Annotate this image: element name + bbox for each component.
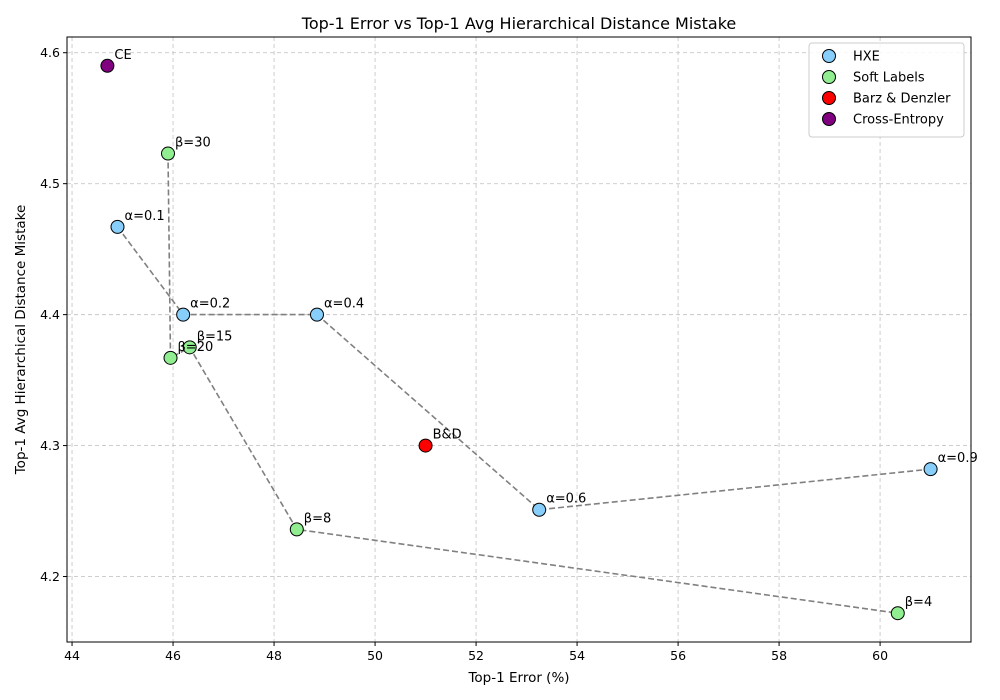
y-tick-label: 4.4	[40, 307, 60, 322]
data-point	[176, 307, 191, 322]
plot-frame	[66, 36, 972, 643]
data-point	[890, 606, 905, 621]
point-label: B&D	[433, 428, 462, 443]
y-tick-label: 4.3	[40, 438, 60, 453]
data-point	[163, 350, 178, 365]
data-point	[289, 522, 304, 537]
legend-box	[808, 42, 965, 138]
y-axis-label: Top-1 Avg Hierarchical Distance Mistake	[13, 205, 29, 476]
point-label: α=0.2	[190, 297, 230, 312]
series-line	[116, 226, 931, 511]
x-tick-label: 44	[64, 648, 80, 663]
data-point	[110, 219, 125, 234]
data-point	[100, 58, 115, 73]
data-points	[100, 58, 938, 621]
point-label: β=30	[175, 136, 211, 151]
point-label: α=0.9	[938, 451, 978, 466]
x-tick-label: 50	[367, 648, 383, 663]
legend-label: HXE	[853, 50, 880, 65]
point-label: β=8	[304, 511, 331, 526]
legend-label: Barz & Denzler	[853, 92, 951, 107]
legend-label: Soft Labels	[853, 71, 925, 86]
point-label: α=0.1	[125, 209, 165, 224]
point-label: β=20	[178, 340, 214, 355]
legend-label: Cross-Entropy	[853, 113, 944, 128]
point-label: CE	[114, 48, 131, 63]
legend: HXE Soft Labels Barz & Denzler Cross-Entrop…	[808, 42, 965, 138]
point-labels: α=0.1 α=0.2 α=0.4 α=0.6 α=0.9 β=30 β=20β=15 β=8…	[114, 48, 977, 610]
point-label: β=15	[197, 329, 233, 344]
data-point	[923, 462, 938, 477]
point-label: α=0.6	[546, 492, 586, 507]
legend-marker	[822, 91, 836, 105]
legend-marker	[822, 112, 836, 126]
x-axis-label: Top-1 Error (%)	[467, 670, 569, 686]
legend-marker	[822, 49, 836, 63]
x-tick-label: 56	[670, 648, 686, 663]
x-tick-label: 58	[771, 648, 787, 663]
x-tick-label: 52	[468, 648, 484, 663]
y-tick-label: 4.6	[40, 45, 60, 60]
x-tick-label: 48	[266, 648, 282, 663]
x-tick-label: 60	[872, 648, 888, 663]
x-tick-label: 54	[569, 648, 585, 663]
point-label: α=0.4	[324, 297, 364, 312]
chart-title: Top-1 Error vs Top-1 Avg Hierarchical Di…	[301, 14, 736, 33]
y-axis-ticks: 4.2 4.3 4.4 4.5 4.6	[40, 45, 67, 584]
legend-marker	[822, 70, 836, 84]
y-tick-label: 4.2	[40, 569, 60, 584]
data-point	[532, 502, 547, 517]
data-point	[418, 438, 433, 453]
y-tick-label: 4.5	[40, 176, 60, 191]
grid-lines	[67, 37, 971, 642]
x-axis-ticks: 44 46 48 50 52 54 56 58 60	[64, 642, 888, 663]
data-point	[182, 340, 197, 355]
series-lines	[116, 153, 931, 614]
data-point	[309, 307, 324, 322]
x-tick-label: 46	[165, 648, 181, 663]
data-point	[161, 146, 176, 161]
point-label: β=4	[905, 595, 932, 610]
series-line	[167, 153, 898, 614]
